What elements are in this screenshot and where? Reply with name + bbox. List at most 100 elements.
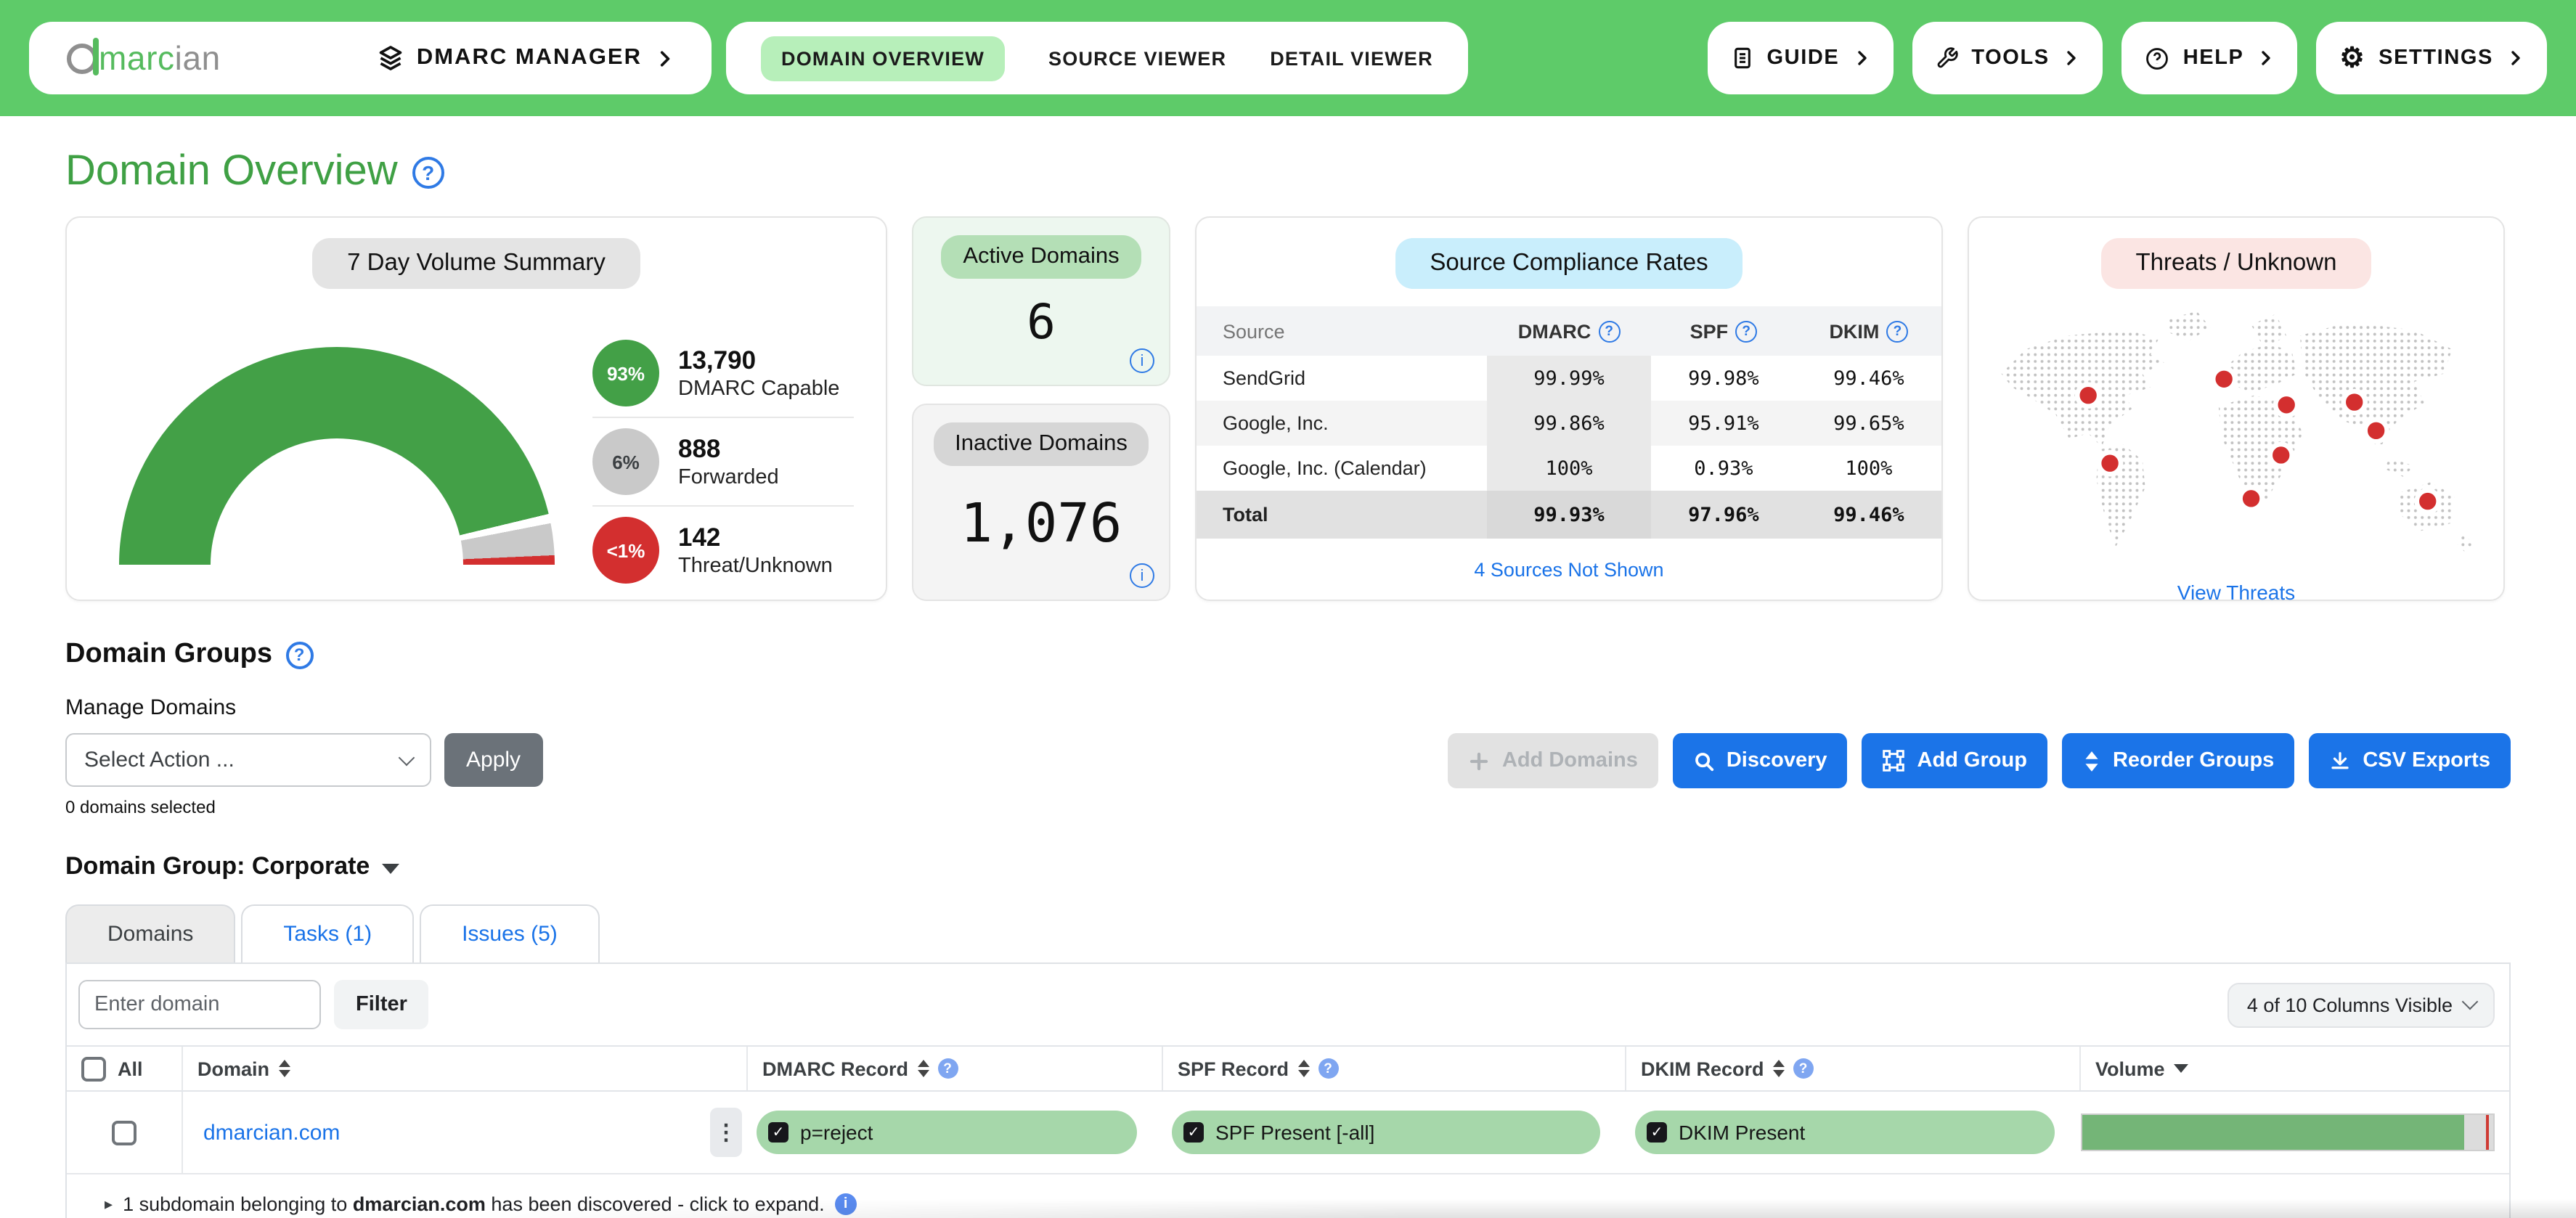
threats-card: Threats / Unknown bbox=[1968, 216, 2505, 604]
row-checkbox[interactable] bbox=[112, 1120, 136, 1145]
legend-label: Forwarded bbox=[678, 466, 779, 489]
caret-down-icon bbox=[2173, 1064, 2188, 1073]
source-name: SendGrid bbox=[1223, 367, 1306, 389]
dmarc-record-badge[interactable]: ✓ p=reject bbox=[757, 1111, 1137, 1154]
action-select[interactable]: Select Action ... bbox=[65, 733, 431, 787]
domain-link[interactable]: dmarcian.com bbox=[203, 1120, 341, 1145]
question-icon[interactable]: ? bbox=[1735, 320, 1758, 342]
up-down-arrows-icon bbox=[2082, 750, 2101, 772]
chevron-down-icon bbox=[2461, 993, 2479, 1010]
compliance-title: Source Compliance Rates bbox=[1395, 238, 1743, 289]
source-name: Google, Inc. (Calendar) bbox=[1223, 457, 1427, 479]
domain-groups-help-icon[interactable]: ? bbox=[285, 641, 314, 669]
tools-label: TOOLS bbox=[1971, 46, 2050, 70]
inactive-domains-card: Inactive Domains 1,076 i bbox=[912, 404, 1170, 601]
view-threats-link[interactable]: View Threats bbox=[2177, 581, 2296, 604]
info-icon[interactable]: i bbox=[1130, 348, 1154, 373]
info-icon[interactable]: i bbox=[1130, 563, 1154, 588]
spf-record-badge[interactable]: ✓ SPF Present [-all] bbox=[1172, 1111, 1600, 1154]
tools-button[interactable]: TOOLS bbox=[1912, 22, 2103, 94]
dmarc-rate: 99.86% bbox=[1487, 401, 1651, 446]
col-source: Source bbox=[1223, 320, 1285, 342]
dmarcian-logo[interactable]: marc ian bbox=[67, 37, 221, 78]
threat-dot bbox=[2414, 488, 2441, 515]
settings-button[interactable]: ⚙ SETTINGS bbox=[2316, 22, 2547, 94]
subdomain-expand-row[interactable]: ▸ 1 subdomain belonging to dmarcian.com … bbox=[67, 1174, 2509, 1218]
add-domains-button[interactable]: Add Domains bbox=[1448, 733, 1658, 788]
question-icon[interactable]: ? bbox=[1598, 320, 1621, 342]
apply-button[interactable]: Apply bbox=[444, 733, 543, 787]
domain-counts-column: Active Domains 6 i Inactive Domains 1,07… bbox=[912, 216, 1170, 601]
compliance-row: Google, Inc. 99.86% 95.91% 99.65% bbox=[1197, 401, 1941, 446]
page-help-icon[interactable]: ? bbox=[412, 156, 444, 188]
action-select-value: Select Action ... bbox=[84, 748, 235, 772]
gear-icon: ⚙ bbox=[2339, 43, 2366, 73]
chevron-right-icon bbox=[655, 49, 674, 68]
active-domains-title: Active Domains bbox=[941, 235, 1141, 279]
question-icon[interactable]: ? bbox=[1886, 320, 1909, 342]
add-group-button[interactable]: Add Group bbox=[1862, 733, 2047, 788]
settings-label: SETTINGS bbox=[2379, 46, 2493, 70]
csv-exports-button[interactable]: CSV Exports bbox=[2309, 733, 2511, 788]
inactive-domains-title: Inactive Domains bbox=[933, 422, 1149, 466]
legend-pct-badge: 93% bbox=[592, 340, 659, 406]
domain-group-label: Domain Group: Corporate bbox=[65, 852, 370, 880]
reorder-groups-button[interactable]: Reorder Groups bbox=[2061, 733, 2295, 788]
caret-down-icon bbox=[381, 863, 399, 873]
threats-title: Threats / Unknown bbox=[2100, 238, 2372, 289]
chevron-down-icon bbox=[398, 748, 415, 766]
view-tabs: DOMAIN OVERVIEW SOURCE VIEWER DETAIL VIE… bbox=[726, 22, 1468, 94]
tab-issues[interactable]: Issues (5) bbox=[420, 904, 600, 962]
compliance-table: Source DMARC? SPF? DKIM? SendGrid 99.99%… bbox=[1197, 306, 1941, 539]
bottom-fade bbox=[465, 1199, 2576, 1218]
volume-summary-card: 7 Day Volume Summary 93% 13,790 DMARC Ca… bbox=[65, 216, 887, 601]
check-icon: ✓ bbox=[1183, 1122, 1204, 1143]
sources-not-shown-link[interactable]: 4 Sources Not Shown bbox=[1474, 558, 1664, 580]
discovery-button[interactable]: Discovery bbox=[1672, 733, 1848, 788]
tab-detail-viewer[interactable]: DETAIL VIEWER bbox=[1270, 47, 1433, 69]
legend-value: 888 bbox=[678, 434, 721, 463]
spf-rate: 95.91% bbox=[1688, 412, 1759, 435]
tab-domains[interactable]: Domains bbox=[65, 904, 236, 962]
guide-button[interactable]: GUIDE bbox=[1707, 22, 1894, 94]
question-icon[interactable]: ? bbox=[1318, 1058, 1339, 1079]
world-map bbox=[1985, 298, 2487, 578]
legend-item-dmarc-capable: 93% 13,790 DMARC Capable bbox=[592, 330, 854, 417]
header-dmarc-record[interactable]: DMARC Record ? bbox=[748, 1047, 1163, 1090]
dmarc-manager-menu[interactable]: DMARC MANAGER bbox=[378, 45, 674, 71]
header-spf-record[interactable]: SPF Record ? bbox=[1163, 1047, 1626, 1090]
source-name: Google, Inc. bbox=[1223, 412, 1329, 434]
select-all-checkbox[interactable] bbox=[81, 1056, 106, 1081]
dkim-total: 99.46% bbox=[1833, 503, 1904, 526]
selected-count-note: 0 domains selected bbox=[65, 797, 216, 817]
tab-tasks[interactable]: Tasks (1) bbox=[241, 904, 415, 962]
help-button[interactable]: HELP bbox=[2121, 22, 2298, 94]
tab-source-viewer[interactable]: SOURCE VIEWER bbox=[1048, 47, 1227, 69]
header-volume[interactable]: Volume bbox=[2081, 1047, 2509, 1090]
header-dkim-record[interactable]: DKIM Record ? bbox=[1626, 1047, 2081, 1090]
row-menu-kebab-icon[interactable]: ⋮ bbox=[710, 1108, 742, 1157]
group-select-icon bbox=[1883, 749, 1906, 772]
dmarc-total: 99.93% bbox=[1487, 491, 1651, 539]
columns-visible-button[interactable]: 4 of 10 Columns Visible bbox=[2227, 982, 2495, 1027]
header-domain[interactable]: Domain bbox=[183, 1047, 748, 1090]
legend-pct-badge: 6% bbox=[592, 428, 659, 495]
domain-group-selector[interactable]: Domain Group: Corporate bbox=[65, 852, 2576, 881]
col-dkim: DKIM? bbox=[1796, 306, 1941, 356]
domain-groups-heading: Domain Groups bbox=[65, 639, 273, 669]
top-navigation-bar: marc ian DMARC MANAGER DOMAIN OVERVIEW SO… bbox=[0, 0, 2576, 116]
source-compliance-card: Source Compliance Rates Source DMARC? SP… bbox=[1195, 216, 1943, 601]
help-label: HELP bbox=[2182, 46, 2244, 70]
compliance-row: SendGrid 99.99% 99.98% 99.46% bbox=[1197, 356, 1941, 401]
tab-domain-overview[interactable]: DOMAIN OVERVIEW bbox=[761, 36, 1006, 81]
filter-button[interactable]: Filter bbox=[334, 980, 429, 1029]
question-icon[interactable]: ? bbox=[937, 1058, 958, 1079]
inactive-domains-value: 1,076 bbox=[960, 492, 1122, 555]
volume-segment-threat bbox=[2486, 1115, 2490, 1150]
dkim-record-badge[interactable]: ✓ DKIM Present bbox=[1635, 1111, 2055, 1154]
question-icon[interactable]: ? bbox=[1793, 1058, 1814, 1079]
volume-segment-pass bbox=[2082, 1115, 2464, 1150]
domain-filter-input[interactable] bbox=[78, 980, 321, 1029]
summary-cards-row: 7 Day Volume Summary 93% 13,790 DMARC Ca… bbox=[65, 216, 2511, 604]
